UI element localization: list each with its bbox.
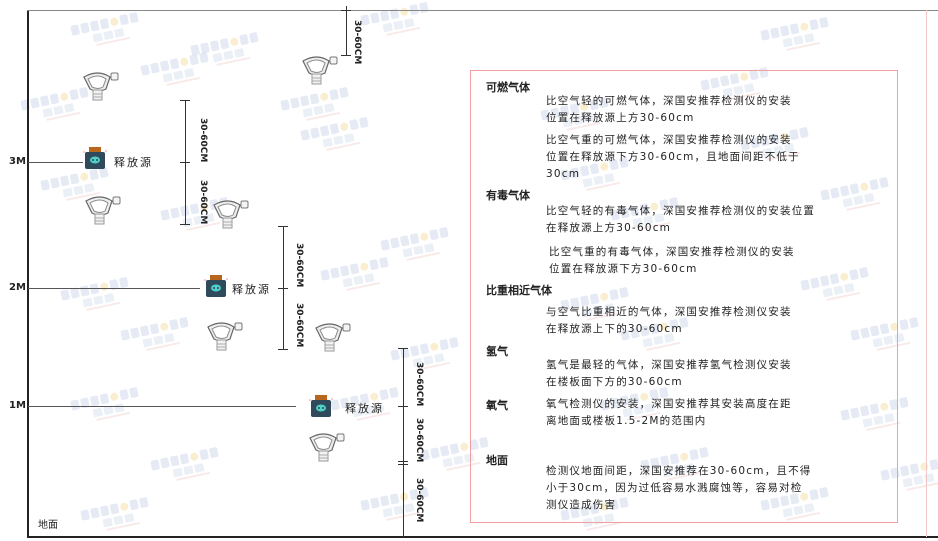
release-source-icon xyxy=(204,274,228,302)
ceiling-line xyxy=(27,10,938,11)
level-1m-line xyxy=(28,406,296,407)
gas-detector-icon xyxy=(80,195,122,229)
dimension-line xyxy=(403,348,404,538)
dimension-label: 30-60CM xyxy=(198,118,208,163)
dimension-tick xyxy=(398,464,408,465)
release-source-icon xyxy=(309,394,333,422)
gas-detector-icon xyxy=(304,432,346,466)
dimension-tick xyxy=(180,224,190,225)
note-paragraph: 比空气重的可燃气体，深国安推荐检测仪的安装 位置在释放源下方30-60cm，且地… xyxy=(546,134,800,180)
dimension-tick xyxy=(398,348,408,349)
watermark-logo xyxy=(140,52,209,86)
heading-oxygen: 氧气 xyxy=(486,399,508,412)
dimension-label: 30-60CM xyxy=(352,20,362,65)
release-source-label: 释放源 xyxy=(345,402,384,415)
dimension-label: 30-60CM xyxy=(294,303,304,348)
dimension-line xyxy=(346,6,347,56)
wall-line xyxy=(27,10,29,537)
watermark-logo xyxy=(380,227,449,261)
level-3m-label: 3M xyxy=(9,156,26,167)
dimension-tick xyxy=(398,461,408,462)
notes-panel: 可燃气体 比空气轻的可燃气体，深国安推荐检测仪的安装 位置在释放源上方30-60… xyxy=(470,70,898,523)
heading-flammable: 可燃气体 xyxy=(486,81,530,94)
gas-detector-icon xyxy=(202,321,244,355)
note-paragraph: 比空气重的有毒气体，深国安推荐检测仪的安装 位置在释放源下方30-60cm xyxy=(549,246,795,275)
dimension-tick xyxy=(278,349,288,350)
dimension-label: 30-60CM xyxy=(414,418,424,463)
heading-similar-density: 比重相近气体 xyxy=(486,284,552,297)
note-paragraph: 比空气轻的可燃气体，深国安推荐检测仪的安装 位置在释放源上方30-60cm xyxy=(546,95,792,124)
note-paragraph: 氧气检测仪的安装，深国安推荐其安装高度在距 离地面或楼板1.5-2M的范围内 xyxy=(546,398,792,427)
note-paragraph: 氢气是最轻的气体，深国安推荐氢气检测仪安装 在楼板面下方的30-60cm xyxy=(546,359,792,388)
watermark-logo xyxy=(320,257,389,291)
release-source-label: 释放源 xyxy=(114,156,153,169)
release-source-icon xyxy=(83,146,107,174)
level-2m-line xyxy=(28,288,200,289)
watermark-logo xyxy=(80,497,149,531)
gas-detector-icon xyxy=(208,199,250,233)
level-3m-line xyxy=(28,162,83,163)
gas-detector-icon xyxy=(297,55,339,89)
right-border xyxy=(926,10,927,537)
gas-detector-icon xyxy=(78,71,120,105)
watermark-logo xyxy=(760,17,829,51)
watermark-logo xyxy=(70,12,139,46)
watermark-logo xyxy=(300,117,369,151)
dimension-tick xyxy=(278,288,288,289)
watermark-logo xyxy=(60,277,129,311)
dimension-tick xyxy=(341,55,351,56)
level-1m-label: 1M xyxy=(9,400,26,411)
dimension-label: 30-60CM xyxy=(294,243,304,288)
note-paragraph: 与空气比重相近的气体，深国安推荐检测仪安装 在释放源上下的30-60cm xyxy=(546,306,792,335)
dimension-label: 30-60CM xyxy=(198,180,208,225)
ground-label: 地面 xyxy=(38,520,58,531)
watermark-logo xyxy=(280,87,349,121)
watermark-logo xyxy=(360,2,429,36)
watermark-logo xyxy=(150,447,219,481)
dimension-tick xyxy=(278,226,288,227)
dimension-tick xyxy=(341,10,351,11)
heading-ground: 地面 xyxy=(486,454,508,467)
dimension-label: 30-60CM xyxy=(414,478,424,523)
release-source-label: 释放源 xyxy=(232,283,271,296)
watermark-logo xyxy=(120,317,189,351)
floor-line xyxy=(27,536,938,538)
level-2m-label: 2M xyxy=(9,282,26,293)
dimension-tick xyxy=(180,162,190,163)
dimension-label: 30-60CM xyxy=(414,362,424,407)
watermark-logo xyxy=(390,337,459,371)
dimension-tick xyxy=(180,100,190,101)
heading-hydrogen: 氢气 xyxy=(486,345,508,358)
note-paragraph: 检测仪地面间距，深国安推荐在30-60cm，且不得 小于30cm，因为过低容易水… xyxy=(546,465,812,511)
gas-detector-icon xyxy=(310,322,352,356)
heading-toxic: 有毒气体 xyxy=(486,189,530,202)
watermark-logo xyxy=(190,32,259,66)
note-paragraph: 比空气轻的有毒气体，深国安推荐检测仪的安装位置 在释放源上方30-60cm xyxy=(546,205,816,234)
dimension-tick xyxy=(398,406,408,407)
